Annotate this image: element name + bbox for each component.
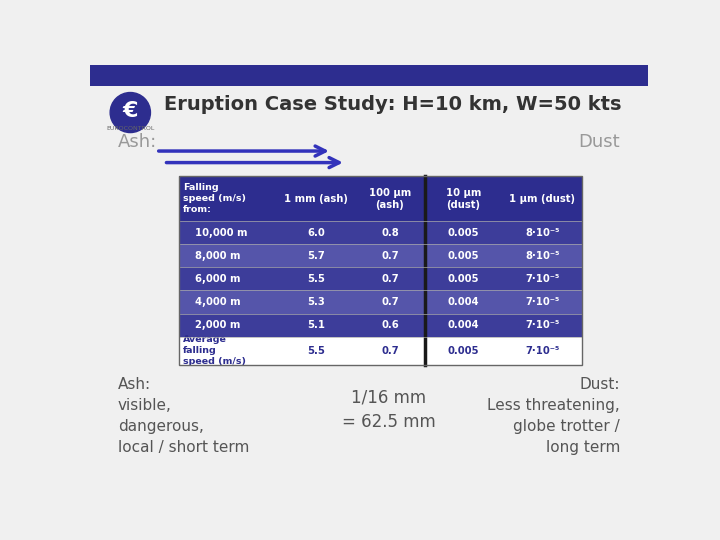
Text: 5.1: 5.1 xyxy=(307,320,325,330)
Circle shape xyxy=(110,92,150,132)
Text: 10 μm
(dust): 10 μm (dust) xyxy=(446,187,481,210)
Text: 1 mm (ash): 1 mm (ash) xyxy=(284,194,348,204)
Text: 0.004: 0.004 xyxy=(448,297,480,307)
Text: 6.0: 6.0 xyxy=(307,228,325,238)
Bar xyxy=(179,314,582,336)
Text: Eruption Case Study: H=10 km, W=50 kts: Eruption Case Study: H=10 km, W=50 kts xyxy=(163,96,621,114)
Text: 7·10⁻⁵: 7·10⁻⁵ xyxy=(525,297,559,307)
Text: 1 μm (dust): 1 μm (dust) xyxy=(509,194,575,204)
Text: 8,000 m: 8,000 m xyxy=(194,251,240,261)
Text: Dust:
Less threatening,
globe trotter /
long term: Dust: Less threatening, globe trotter / … xyxy=(487,377,620,455)
Text: Ash:: Ash: xyxy=(118,133,157,151)
Text: 0.7: 0.7 xyxy=(381,346,399,356)
Bar xyxy=(179,244,582,267)
Text: EUROCONTROL: EUROCONTROL xyxy=(106,126,155,131)
Bar xyxy=(90,65,648,86)
Text: 0.7: 0.7 xyxy=(381,274,399,284)
Bar xyxy=(179,177,582,365)
Text: 10,000 m: 10,000 m xyxy=(194,228,247,238)
Text: 100 μm
(ash): 100 μm (ash) xyxy=(369,187,411,210)
Text: 0.004: 0.004 xyxy=(448,320,480,330)
Text: 8·10⁻⁵: 8·10⁻⁵ xyxy=(525,251,559,261)
Text: 8·10⁻⁵: 8·10⁻⁵ xyxy=(525,228,559,238)
Text: 0.7: 0.7 xyxy=(381,251,399,261)
Text: 0.005: 0.005 xyxy=(448,346,480,356)
Text: Falling
speed (m/s)
from:: Falling speed (m/s) from: xyxy=(183,183,246,214)
Text: Ash:
visible,
dangerous,
local / short term: Ash: visible, dangerous, local / short t… xyxy=(118,377,249,455)
Text: 0.005: 0.005 xyxy=(448,228,480,238)
Bar xyxy=(179,336,582,365)
Text: 1/16 mm
= 62.5 mm: 1/16 mm = 62.5 mm xyxy=(341,388,436,431)
Bar xyxy=(179,177,582,221)
Text: 4,000 m: 4,000 m xyxy=(194,297,240,307)
Text: 5.7: 5.7 xyxy=(307,251,325,261)
Text: 0.8: 0.8 xyxy=(381,228,399,238)
Text: 6,000 m: 6,000 m xyxy=(194,274,240,284)
Text: Average
falling
speed (m/s): Average falling speed (m/s) xyxy=(183,335,246,367)
Text: Dust: Dust xyxy=(578,133,620,151)
Text: 7·10⁻⁵: 7·10⁻⁵ xyxy=(525,274,559,284)
Text: 0.005: 0.005 xyxy=(448,274,480,284)
Text: 2,000 m: 2,000 m xyxy=(194,320,240,330)
Text: €: € xyxy=(122,101,138,121)
Text: 0.005: 0.005 xyxy=(448,251,480,261)
Text: 7·10⁻⁵: 7·10⁻⁵ xyxy=(525,346,559,356)
Text: 0.7: 0.7 xyxy=(381,297,399,307)
Bar xyxy=(179,291,582,314)
Text: 5.5: 5.5 xyxy=(307,346,325,356)
Bar xyxy=(179,221,582,244)
Bar xyxy=(179,267,582,291)
Text: 7·10⁻⁵: 7·10⁻⁵ xyxy=(525,320,559,330)
Text: 0.6: 0.6 xyxy=(381,320,399,330)
Text: 5.3: 5.3 xyxy=(307,297,325,307)
Text: 5.5: 5.5 xyxy=(307,274,325,284)
